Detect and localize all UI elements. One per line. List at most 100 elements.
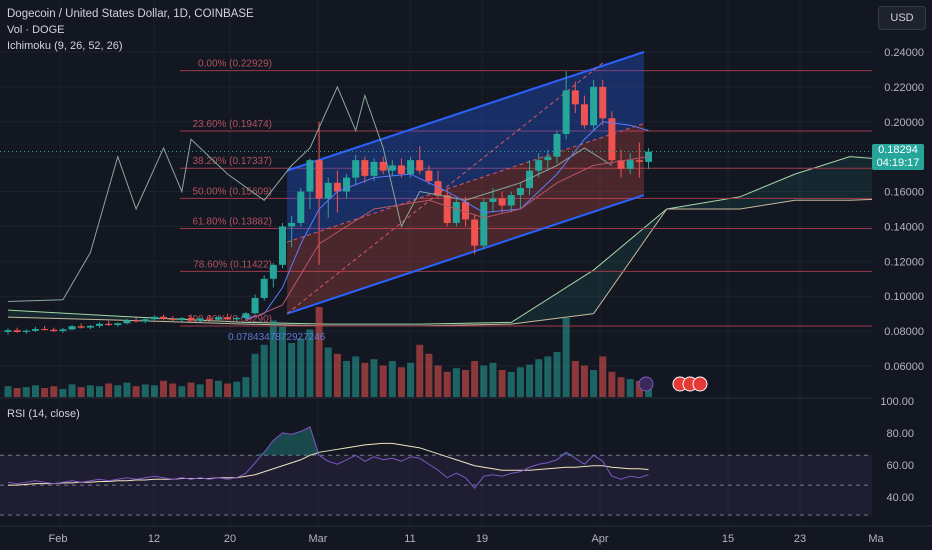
candle-body bbox=[352, 160, 360, 178]
price-tick-label: 0.20000 bbox=[884, 117, 924, 129]
candle-body bbox=[68, 326, 76, 330]
volume-bar bbox=[4, 386, 12, 397]
candle-body bbox=[114, 323, 122, 326]
volume-bar bbox=[279, 326, 286, 397]
candle-body bbox=[86, 325, 94, 328]
candle-body bbox=[507, 195, 515, 206]
volume-bar bbox=[480, 365, 488, 397]
volume-bar bbox=[617, 377, 625, 397]
volume-bar bbox=[224, 383, 232, 397]
price-tick-label: 0.08000 bbox=[884, 326, 924, 338]
candle-body bbox=[132, 320, 140, 322]
candle-body bbox=[498, 198, 506, 206]
volume-bar bbox=[370, 359, 378, 397]
volume-bar bbox=[434, 365, 442, 397]
volume-bar bbox=[205, 379, 213, 397]
volume-bar bbox=[50, 386, 58, 397]
candle-body bbox=[214, 317, 222, 320]
candle-body bbox=[196, 318, 204, 321]
volume-bar bbox=[489, 362, 497, 397]
candle-body bbox=[297, 191, 305, 223]
volume-bar bbox=[608, 371, 616, 397]
fib-level-label: 61.80% (0.13882) bbox=[192, 217, 272, 228]
candle-body bbox=[471, 219, 479, 246]
candle-body bbox=[553, 133, 561, 157]
ichimoku-lines bbox=[0, 85, 872, 322]
volume-bar bbox=[535, 359, 543, 397]
candle-body bbox=[434, 181, 442, 196]
volume-bar bbox=[169, 383, 177, 397]
volume-bar bbox=[452, 368, 460, 397]
candle-body bbox=[571, 90, 579, 105]
candle-body bbox=[626, 160, 634, 169]
volume-bar bbox=[160, 380, 168, 397]
fibonacci-retracement[interactable]: 0.00% (0.22929) 23.60% (0.19474) 38.20% (0… bbox=[180, 59, 872, 343]
rsi-tick-label: 60.00 bbox=[886, 460, 914, 472]
rsi-tick-label: 100.00 bbox=[880, 396, 914, 408]
bar-countdown: 04:19:17 bbox=[876, 157, 920, 169]
channel-diagonal bbox=[286, 61, 605, 315]
candle-body bbox=[480, 202, 488, 246]
candle-body bbox=[333, 182, 341, 192]
volume-bar bbox=[150, 385, 158, 397]
time-tick-label: Apr bbox=[591, 533, 608, 545]
candle-body bbox=[105, 323, 113, 326]
volume-bar bbox=[77, 387, 85, 397]
candle-body bbox=[324, 182, 332, 199]
volume-bar bbox=[233, 381, 241, 397]
lightning-event-icon bbox=[638, 376, 654, 392]
fib-level-label: 0.00% (0.22929) bbox=[198, 59, 272, 70]
channel-upper-line bbox=[286, 51, 645, 172]
volume-bar bbox=[214, 380, 222, 397]
volume-bar bbox=[516, 367, 524, 397]
price-tick-label: 0.24000 bbox=[884, 47, 924, 59]
candle-body bbox=[617, 160, 625, 169]
volume-bar bbox=[288, 343, 296, 397]
conversion-line bbox=[245, 121, 649, 320]
channel-lower-line bbox=[286, 194, 645, 315]
volume-bar bbox=[507, 371, 515, 397]
candle-body bbox=[141, 319, 149, 322]
event-markers[interactable] bbox=[638, 376, 708, 392]
volume-bar bbox=[544, 356, 552, 397]
price-tick-label: 0.10000 bbox=[884, 291, 924, 303]
price-tick-label: 0.06000 bbox=[884, 361, 924, 373]
time-tick-label: 11 bbox=[404, 533, 415, 545]
candle-body bbox=[379, 161, 387, 171]
volume-bar bbox=[333, 353, 341, 397]
volume-bar bbox=[388, 361, 396, 397]
candle-body bbox=[343, 177, 351, 192]
candle-body bbox=[31, 329, 39, 331]
volume-bar bbox=[187, 382, 195, 397]
time-tick-label: 15 bbox=[722, 533, 734, 545]
volume-bar bbox=[306, 329, 314, 397]
candle-body bbox=[580, 104, 588, 126]
candle-body bbox=[544, 156, 552, 161]
candle-body bbox=[242, 313, 250, 319]
time-tick-label: 23 bbox=[794, 533, 806, 545]
candle-body bbox=[608, 118, 616, 161]
volume-bar bbox=[141, 384, 149, 397]
candle-body bbox=[178, 318, 186, 320]
volume-bar bbox=[361, 362, 369, 397]
candle-body bbox=[251, 297, 259, 314]
candle-body bbox=[635, 160, 643, 162]
volume-bar bbox=[498, 370, 506, 397]
candle-body bbox=[269, 264, 277, 279]
candle-body bbox=[306, 160, 314, 192]
volume-bar bbox=[178, 386, 186, 397]
lagging-span bbox=[7, 85, 613, 302]
currency-button[interactable]: USD bbox=[878, 6, 926, 30]
volume-bar bbox=[22, 387, 30, 397]
candle-body bbox=[169, 318, 177, 320]
candle-body bbox=[224, 317, 232, 320]
candle-body bbox=[41, 329, 49, 331]
volume-bar bbox=[86, 385, 94, 397]
candle-body bbox=[22, 330, 30, 332]
senkou-span-a bbox=[7, 156, 896, 325]
candle-body bbox=[397, 165, 405, 175]
candle-body bbox=[416, 160, 424, 171]
volume-bar bbox=[471, 361, 479, 397]
ichimoku-cloud bbox=[7, 156, 896, 327]
